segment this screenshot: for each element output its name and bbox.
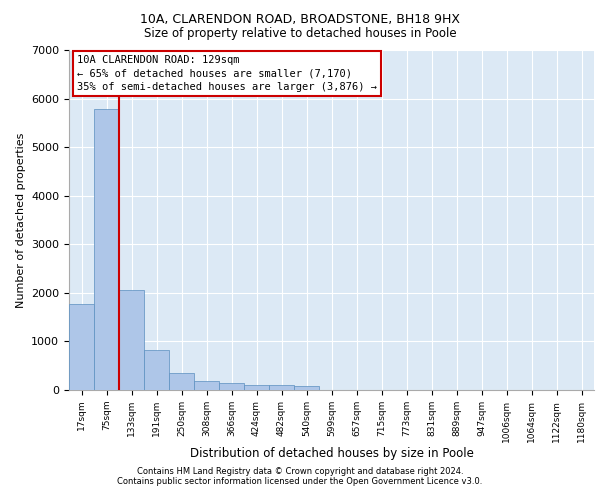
Bar <box>69 304 94 390</box>
Bar <box>294 386 319 390</box>
Bar <box>269 385 294 390</box>
Text: Contains public sector information licensed under the Open Government Licence v3: Contains public sector information licen… <box>118 477 482 486</box>
Bar <box>144 350 169 390</box>
Bar <box>194 380 219 390</box>
Y-axis label: Number of detached properties: Number of detached properties <box>16 132 26 308</box>
X-axis label: Distribution of detached houses by size in Poole: Distribution of detached houses by size … <box>190 448 473 460</box>
Text: Contains HM Land Registry data © Crown copyright and database right 2024.: Contains HM Land Registry data © Crown c… <box>137 467 463 476</box>
Bar <box>169 374 194 390</box>
Text: 10A, CLARENDON ROAD, BROADSTONE, BH18 9HX: 10A, CLARENDON ROAD, BROADSTONE, BH18 9H… <box>140 12 460 26</box>
Text: 10A CLARENDON ROAD: 129sqm
← 65% of detached houses are smaller (7,170)
35% of s: 10A CLARENDON ROAD: 129sqm ← 65% of deta… <box>77 55 377 92</box>
Bar <box>219 383 244 390</box>
Bar <box>119 290 144 390</box>
Text: Size of property relative to detached houses in Poole: Size of property relative to detached ho… <box>143 28 457 40</box>
Bar <box>94 110 119 390</box>
Bar <box>244 384 269 390</box>
